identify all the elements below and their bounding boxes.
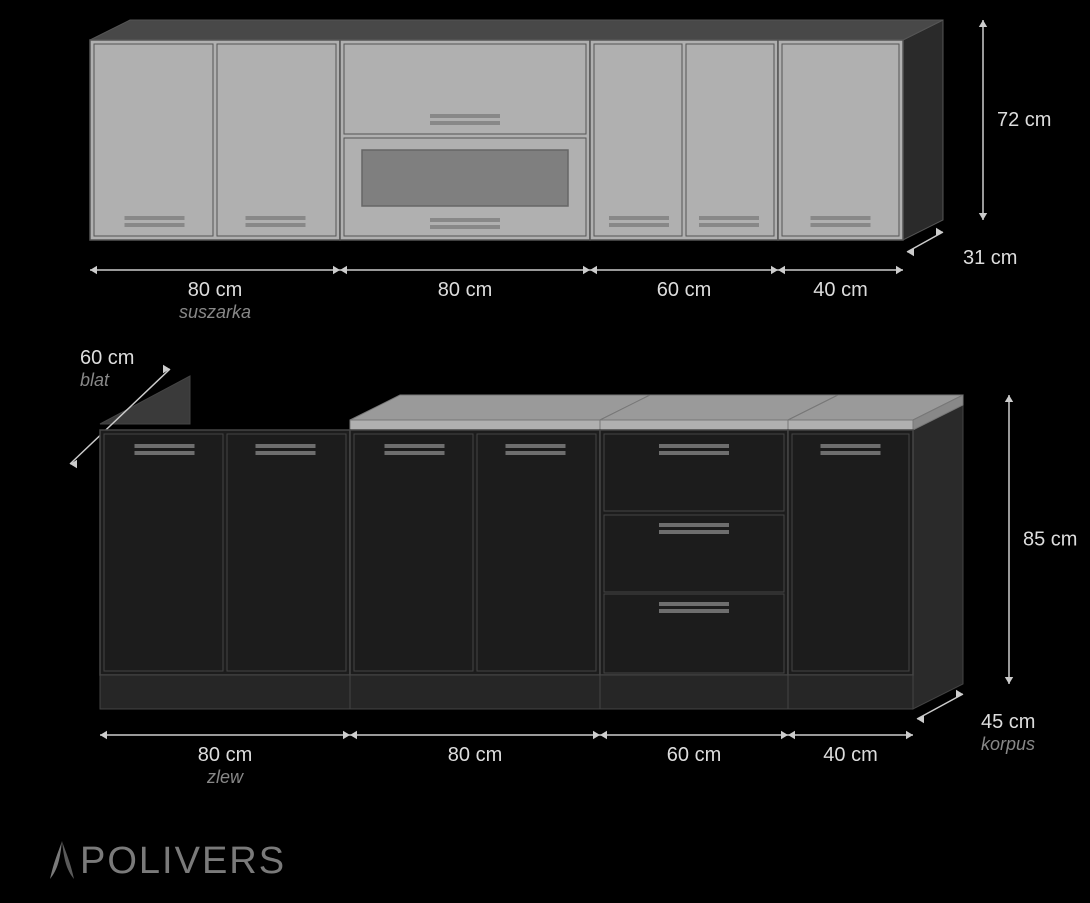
svg-text:blat: blat — [80, 370, 110, 390]
svg-text:60 cm: 60 cm — [657, 279, 711, 301]
svg-text:40 cm: 40 cm — [823, 744, 877, 766]
svg-text:40 cm: 40 cm — [813, 279, 867, 301]
brand-text: POLIVERS — [80, 840, 286, 883]
svg-text:80 cm: 80 cm — [198, 744, 252, 766]
brand-logo: POLIVERS — [48, 839, 286, 883]
svg-text:60 cm: 60 cm — [667, 744, 721, 766]
leaf-icon — [48, 839, 76, 883]
svg-text:suszarka: suszarka — [179, 302, 251, 322]
upper-cabinets: 80 cmsuszarka80 cm60 cm40 cm72 cm31 cm — [90, 20, 1051, 322]
svg-text:45 cm: 45 cm — [981, 711, 1035, 733]
svg-text:72 cm: 72 cm — [997, 109, 1051, 131]
lower-cabinets: 60 cmblat80 cmzlew80 cm60 cm40 cm85 cm45… — [70, 347, 1077, 787]
svg-text:korpus: korpus — [981, 734, 1035, 754]
kitchen-diagram: 80 cmsuszarka80 cm60 cm40 cm72 cm31 cm60… — [0, 0, 1090, 903]
svg-text:31 cm: 31 cm — [963, 247, 1017, 269]
svg-text:80 cm: 80 cm — [448, 744, 502, 766]
svg-text:80 cm: 80 cm — [438, 279, 492, 301]
svg-text:80 cm: 80 cm — [188, 279, 242, 301]
svg-text:60 cm: 60 cm — [80, 347, 134, 369]
svg-text:zlew: zlew — [206, 767, 244, 787]
svg-text:85 cm: 85 cm — [1023, 529, 1077, 551]
